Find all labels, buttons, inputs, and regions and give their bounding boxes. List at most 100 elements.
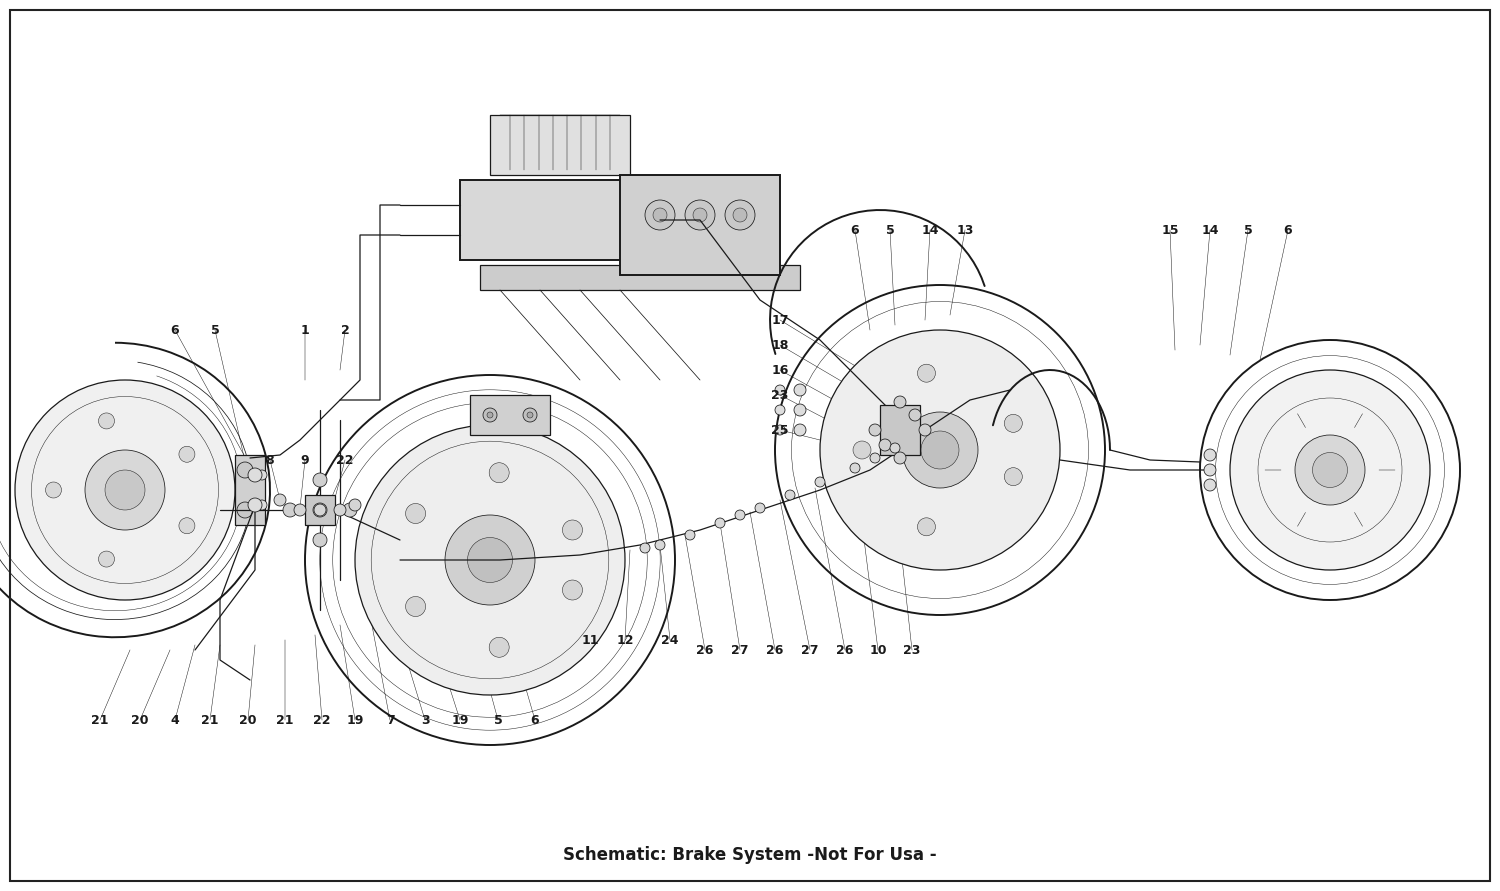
Circle shape: [178, 518, 195, 534]
Bar: [236, 455, 266, 525]
Circle shape: [314, 504, 326, 516]
Circle shape: [237, 462, 254, 478]
Circle shape: [794, 384, 806, 396]
Text: 11: 11: [580, 634, 598, 647]
Circle shape: [918, 518, 936, 535]
Text: 4: 4: [171, 714, 180, 726]
Bar: [470, 395, 550, 435]
Circle shape: [468, 537, 513, 583]
Circle shape: [334, 504, 346, 516]
Text: 6: 6: [531, 714, 540, 726]
Circle shape: [1204, 449, 1216, 461]
Text: 27: 27: [801, 643, 819, 657]
Text: 3: 3: [420, 714, 429, 726]
Circle shape: [86, 450, 165, 530]
Circle shape: [794, 424, 806, 436]
Circle shape: [870, 453, 880, 463]
Text: 26: 26: [837, 643, 854, 657]
Text: 19: 19: [346, 714, 363, 726]
Circle shape: [794, 404, 806, 416]
Text: 21: 21: [92, 714, 110, 726]
Text: 25: 25: [771, 423, 789, 437]
Text: 15: 15: [1161, 224, 1179, 236]
Circle shape: [248, 468, 262, 482]
Circle shape: [248, 498, 262, 512]
Circle shape: [488, 412, 494, 418]
Circle shape: [909, 409, 921, 421]
Circle shape: [656, 540, 664, 550]
Circle shape: [890, 443, 900, 453]
Text: 1: 1: [300, 323, 309, 337]
Circle shape: [894, 396, 906, 408]
Circle shape: [652, 208, 668, 222]
Circle shape: [815, 477, 825, 487]
Circle shape: [1294, 435, 1365, 505]
Text: 10: 10: [868, 643, 886, 657]
Text: 23: 23: [903, 643, 921, 657]
Circle shape: [562, 520, 582, 540]
Circle shape: [524, 408, 537, 422]
Circle shape: [99, 413, 114, 429]
Text: 19: 19: [452, 714, 468, 726]
Circle shape: [1204, 464, 1216, 476]
Circle shape: [405, 503, 426, 524]
Circle shape: [256, 470, 267, 480]
Circle shape: [294, 504, 306, 516]
Text: 20: 20: [132, 714, 148, 726]
Circle shape: [446, 515, 536, 605]
Text: Schematic: Brake System -Not For Usa -: Schematic: Brake System -Not For Usa -: [562, 846, 938, 864]
Text: 24: 24: [662, 634, 678, 647]
Circle shape: [256, 500, 267, 510]
Text: 20: 20: [240, 714, 256, 726]
Circle shape: [724, 200, 754, 230]
Circle shape: [237, 502, 254, 518]
Text: 6: 6: [1284, 224, 1293, 236]
Text: 22: 22: [336, 454, 354, 467]
Circle shape: [640, 543, 650, 553]
Circle shape: [879, 439, 891, 451]
Circle shape: [921, 431, 958, 469]
Circle shape: [314, 533, 327, 547]
Bar: [620, 175, 780, 275]
Circle shape: [686, 530, 694, 540]
Circle shape: [1005, 414, 1023, 432]
Circle shape: [314, 503, 327, 517]
Bar: [460, 180, 660, 260]
Circle shape: [344, 503, 357, 517]
Circle shape: [894, 452, 906, 464]
Circle shape: [645, 200, 675, 230]
Text: 13: 13: [957, 224, 974, 236]
Bar: [304, 495, 334, 525]
Text: 5: 5: [210, 323, 219, 337]
Circle shape: [562, 580, 582, 600]
Bar: [490, 115, 630, 175]
Text: 21: 21: [201, 714, 219, 726]
Text: 5: 5: [1244, 224, 1252, 236]
Circle shape: [902, 412, 978, 488]
Polygon shape: [480, 265, 800, 290]
Circle shape: [1005, 468, 1023, 486]
Circle shape: [734, 208, 747, 222]
Circle shape: [776, 405, 784, 415]
Text: 16: 16: [771, 364, 789, 377]
Circle shape: [716, 518, 724, 528]
Circle shape: [784, 490, 795, 500]
Circle shape: [483, 408, 496, 422]
Text: 21: 21: [276, 714, 294, 726]
Circle shape: [45, 482, 62, 498]
Circle shape: [918, 364, 936, 382]
Circle shape: [15, 380, 236, 600]
Text: 14: 14: [921, 224, 939, 236]
Circle shape: [868, 424, 880, 436]
Text: 9: 9: [300, 454, 309, 467]
Circle shape: [1312, 453, 1347, 487]
Circle shape: [178, 446, 195, 462]
Circle shape: [489, 462, 508, 483]
Text: 5: 5: [494, 714, 502, 726]
Circle shape: [821, 330, 1060, 570]
Text: 18: 18: [771, 339, 789, 352]
Circle shape: [693, 208, 706, 222]
Circle shape: [920, 424, 932, 436]
Text: 2: 2: [340, 323, 350, 337]
Circle shape: [99, 551, 114, 567]
